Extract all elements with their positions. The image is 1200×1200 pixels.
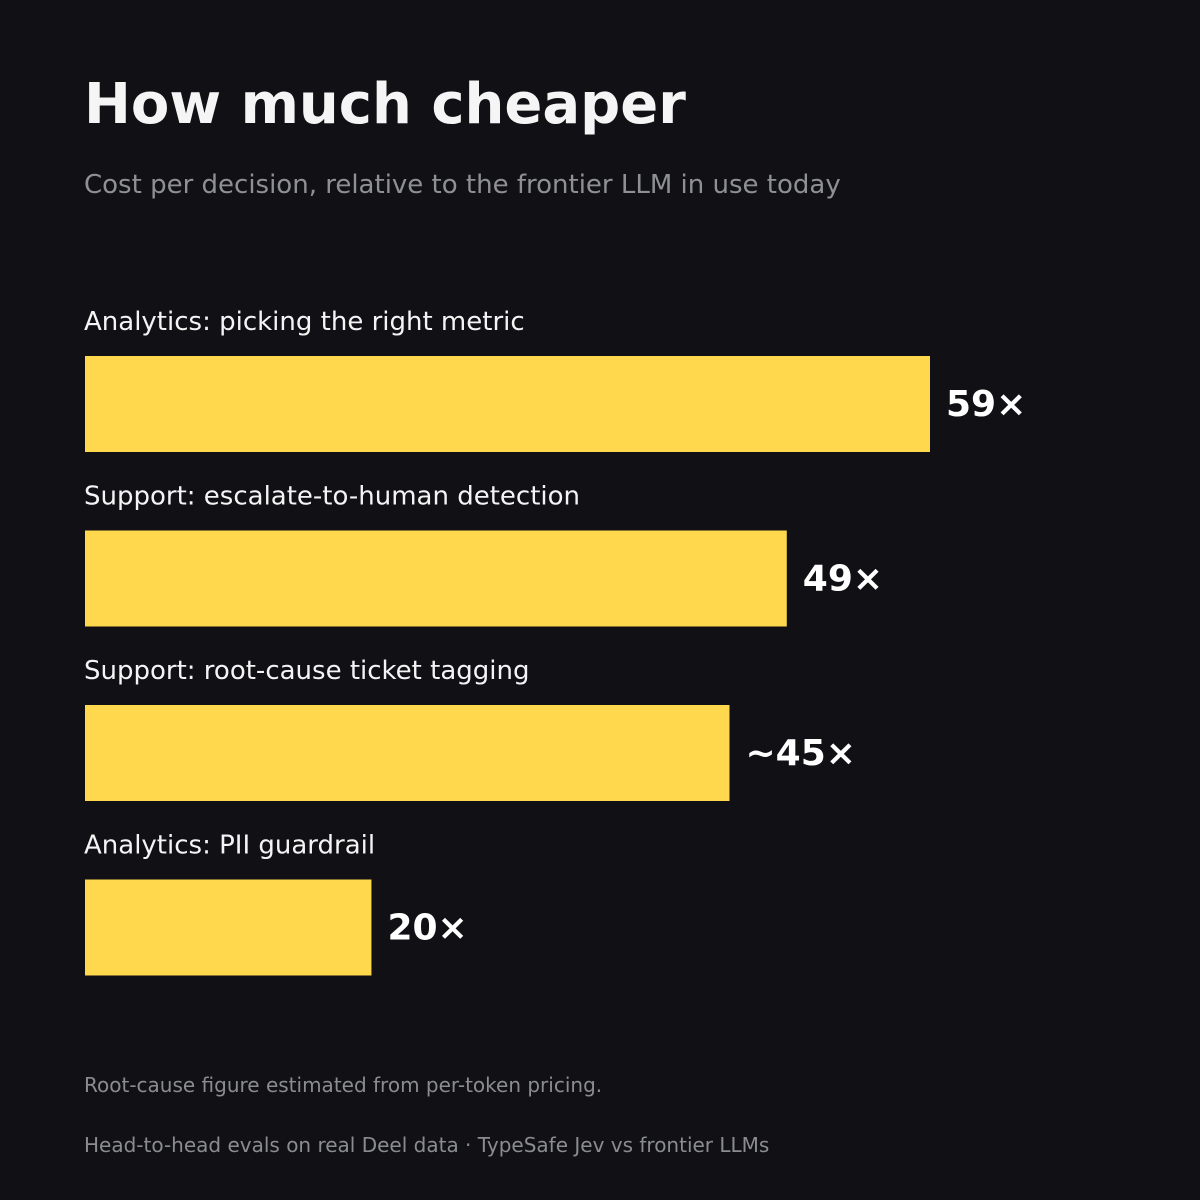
category-label: Support: escalate-to-human detection xyxy=(84,482,580,512)
bar xyxy=(85,356,930,452)
value-label: 20× xyxy=(387,908,467,949)
value-label: 49× xyxy=(803,559,883,600)
value-label: 59× xyxy=(946,384,1026,425)
category-label: Analytics: picking the right metric xyxy=(84,307,525,337)
footnote: Root-cause figure estimated from per-tok… xyxy=(84,1073,603,1097)
chart-title: How much cheaper xyxy=(84,72,686,137)
source-footer: Head-to-head evals on real Deel data · T… xyxy=(84,1133,770,1157)
category-label: Support: root-cause ticket tagging xyxy=(84,656,529,686)
category-label: Analytics: PII guardrail xyxy=(84,831,375,861)
bar xyxy=(85,879,372,976)
chart-subtitle: Cost per decision, relative to the front… xyxy=(84,170,841,200)
bar xyxy=(85,705,730,801)
value-label: ~45× xyxy=(745,733,855,774)
bar xyxy=(85,530,787,627)
